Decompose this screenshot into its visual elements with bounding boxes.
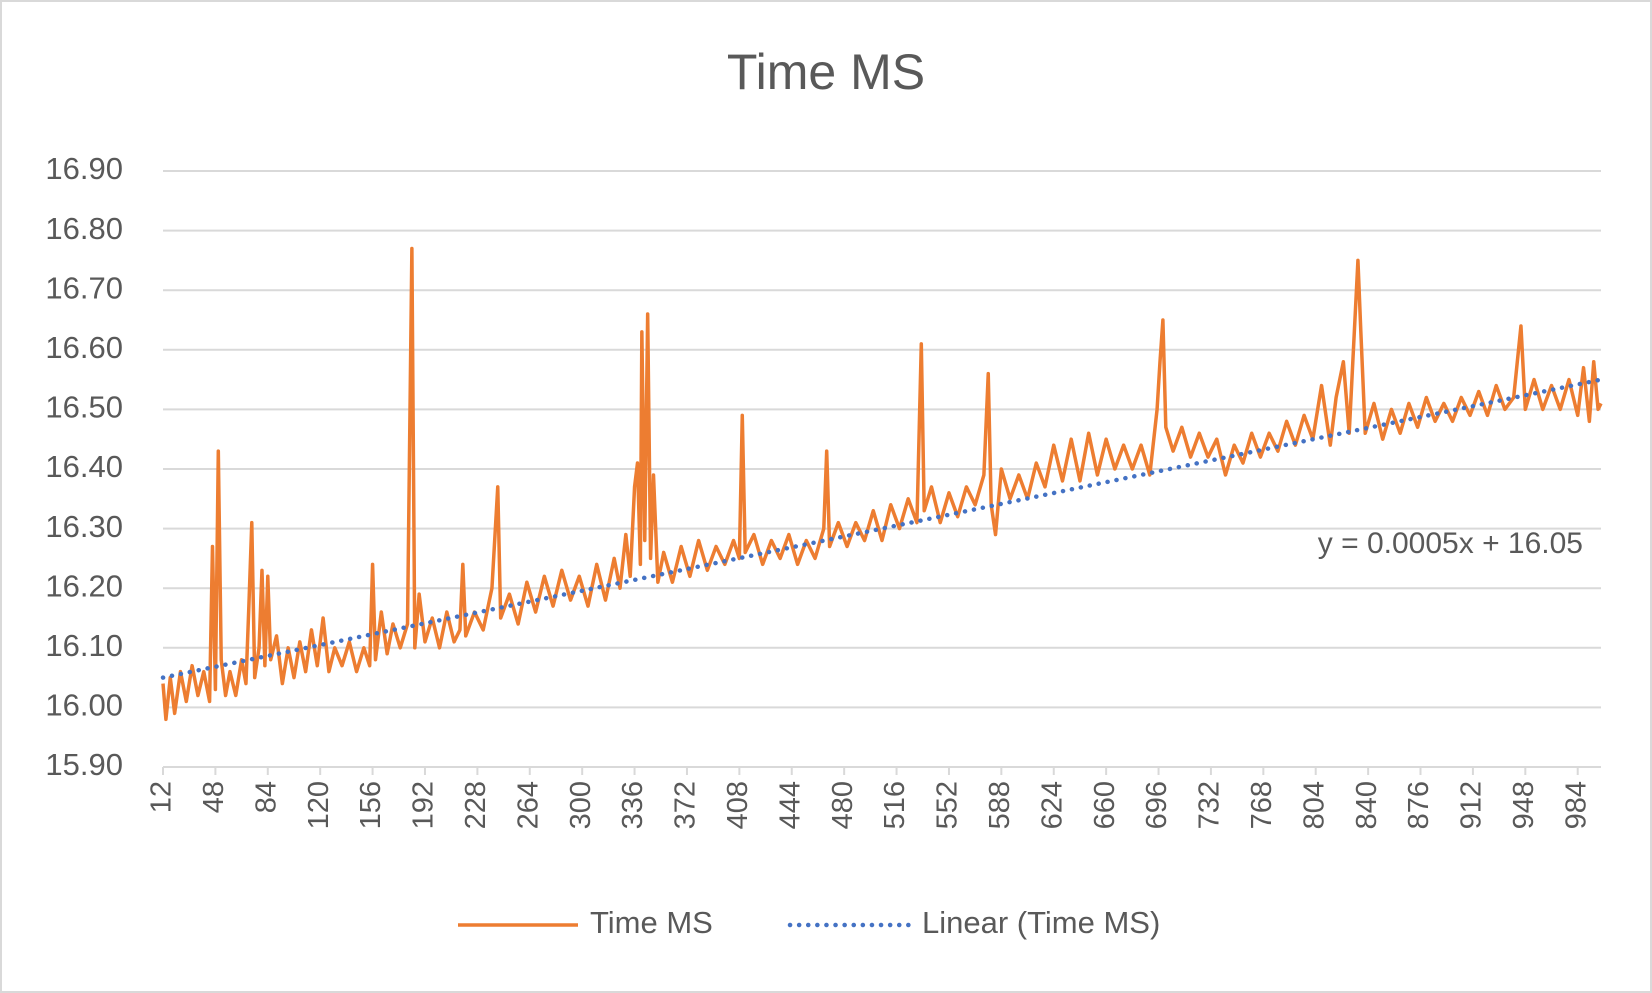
x-tick-label: 876 bbox=[1403, 781, 1435, 829]
data-line bbox=[161, 246, 1603, 722]
x-tick-label: 552 bbox=[932, 781, 964, 829]
legend-label: Time MS bbox=[590, 905, 713, 940]
chart-title: Time MS bbox=[727, 44, 925, 100]
x-tick-label: 228 bbox=[460, 781, 492, 829]
x-tick-label: 480 bbox=[827, 781, 859, 829]
x-tick-label: 264 bbox=[512, 781, 544, 829]
x-tick-label: 372 bbox=[670, 781, 702, 829]
x-tick-label: 840 bbox=[1351, 781, 1383, 829]
x-tick-label: 300 bbox=[565, 781, 597, 829]
x-tick-label: 120 bbox=[303, 781, 335, 829]
x-tick-label: 588 bbox=[984, 781, 1016, 829]
x-tick-label: 948 bbox=[1508, 781, 1540, 829]
y-tick-label: 16.20 bbox=[45, 568, 123, 603]
x-tick-label: 336 bbox=[617, 781, 649, 829]
x-tick-label: 156 bbox=[355, 781, 387, 829]
legend-label: Linear (Time MS) bbox=[922, 905, 1160, 940]
x-tick-label: 660 bbox=[1089, 781, 1121, 829]
y-tick-label: 16.80 bbox=[45, 211, 123, 246]
x-tick-label: 444 bbox=[774, 781, 806, 829]
y-tick-label: 16.50 bbox=[45, 390, 123, 425]
trendline bbox=[160, 377, 1604, 680]
x-tick-label: 732 bbox=[1194, 781, 1226, 829]
x-tick-label: 408 bbox=[722, 781, 754, 829]
x-tick-label: 912 bbox=[1456, 781, 1488, 829]
x-tick-label: 48 bbox=[198, 781, 230, 813]
y-tick-label: 16.30 bbox=[45, 509, 123, 544]
y-tick-label: 15.90 bbox=[45, 747, 123, 782]
y-tick-label: 16.60 bbox=[45, 330, 123, 365]
y-tick-label: 16.40 bbox=[45, 449, 123, 484]
x-tick-label: 516 bbox=[879, 781, 911, 829]
x-tick-label: 768 bbox=[1246, 781, 1278, 829]
x-tick-label: 12 bbox=[146, 781, 178, 813]
x-tick-label: 84 bbox=[250, 781, 282, 813]
y-tick-label: 16.90 bbox=[45, 151, 123, 186]
y-tick-label: 16.70 bbox=[45, 270, 123, 305]
trendline-equation: y = 0.0005x + 16.05 bbox=[1318, 527, 1583, 560]
x-tick-label: 804 bbox=[1298, 781, 1330, 829]
y-tick-label: 16.00 bbox=[45, 688, 123, 723]
x-tick-label: 192 bbox=[408, 781, 440, 829]
x-tick-label: 696 bbox=[1141, 781, 1173, 829]
x-tick-label: 624 bbox=[1036, 781, 1068, 829]
x-tick-label: 984 bbox=[1560, 781, 1592, 829]
y-tick-label: 16.10 bbox=[45, 628, 123, 663]
